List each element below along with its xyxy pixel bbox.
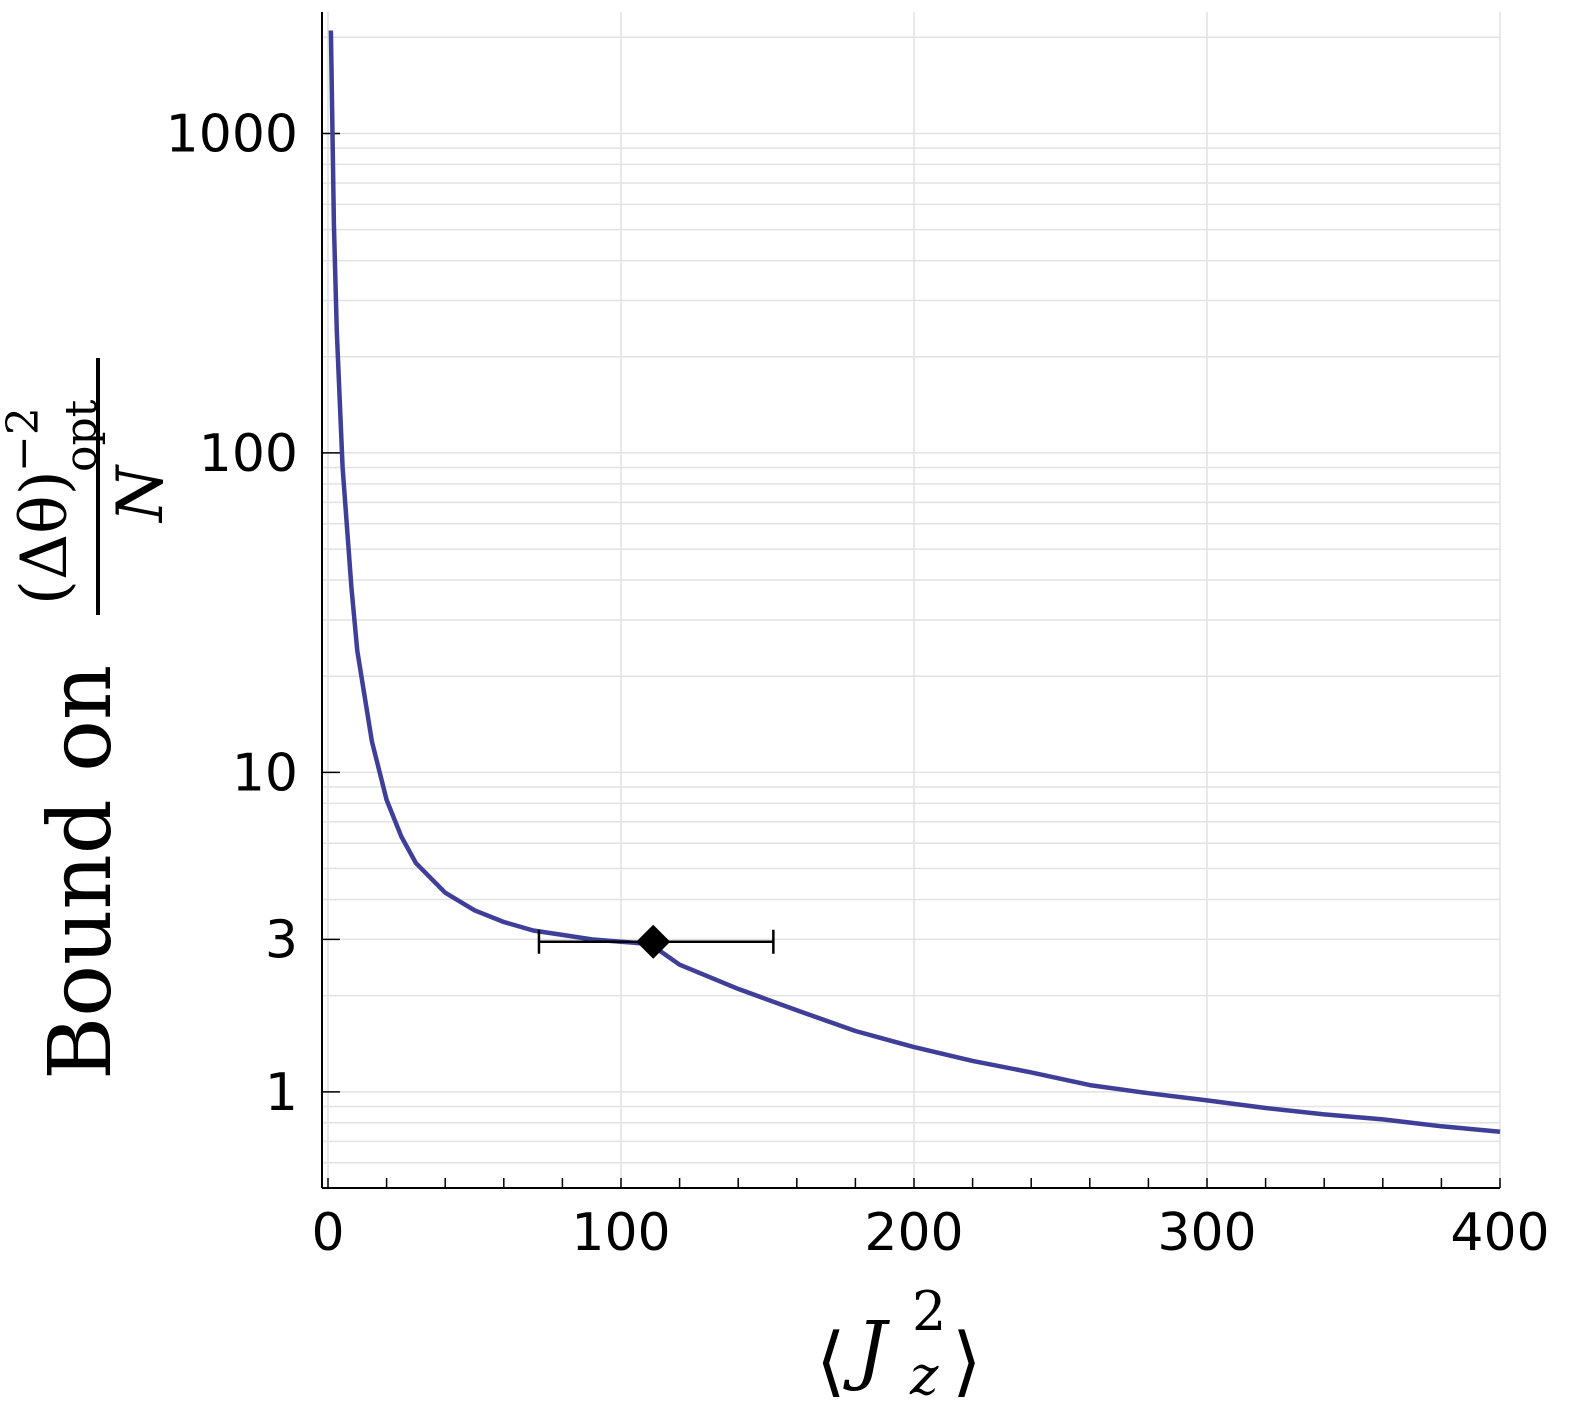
y-tick-label: 1 [265, 1063, 298, 1123]
x-label-base: J [843, 1304, 890, 1393]
y-axis-label: Bound on (Δθ) −2 opt N [0, 358, 178, 1080]
grid [322, 12, 1501, 1189]
series-line [328, 30, 1501, 1134]
y-label-num-sup: −2 [0, 407, 49, 472]
y-tick-label: 100 [199, 424, 298, 484]
y-label-numerator: (Δθ) [8, 470, 82, 605]
x-label-close: ⟩ [952, 1316, 982, 1405]
axes [321, 12, 1500, 1189]
x-label-open: ⟨ [816, 1316, 846, 1405]
x-tick-label: 400 [1450, 1203, 1549, 1263]
y-label-denominator: N [104, 464, 178, 524]
x-ticks: 0 100 200 300 400 [311, 1178, 1550, 1263]
x-tick-label: 0 [311, 1203, 344, 1263]
x-tick-label: 300 [1157, 1203, 1256, 1263]
series [328, 30, 1501, 1134]
y-tick-label: 1000 [166, 104, 298, 164]
y-label-prefix: Bound on [31, 665, 131, 1080]
x-label-sup: 2 [912, 1280, 946, 1343]
y-ticks: 1 3 10 100 1000 [166, 104, 340, 1123]
y-tick-label: 10 [232, 743, 298, 803]
y-tick-label: 3 [265, 910, 298, 970]
x-axis-label: ⟨ J 2 z ⟩ [816, 1280, 982, 1407]
data-points [537, 924, 775, 959]
x-tick-label: 200 [864, 1203, 963, 1263]
x-tick-label: 100 [571, 1203, 670, 1263]
x-label-sub: z [909, 1344, 939, 1407]
data-point-diamond [636, 924, 671, 959]
